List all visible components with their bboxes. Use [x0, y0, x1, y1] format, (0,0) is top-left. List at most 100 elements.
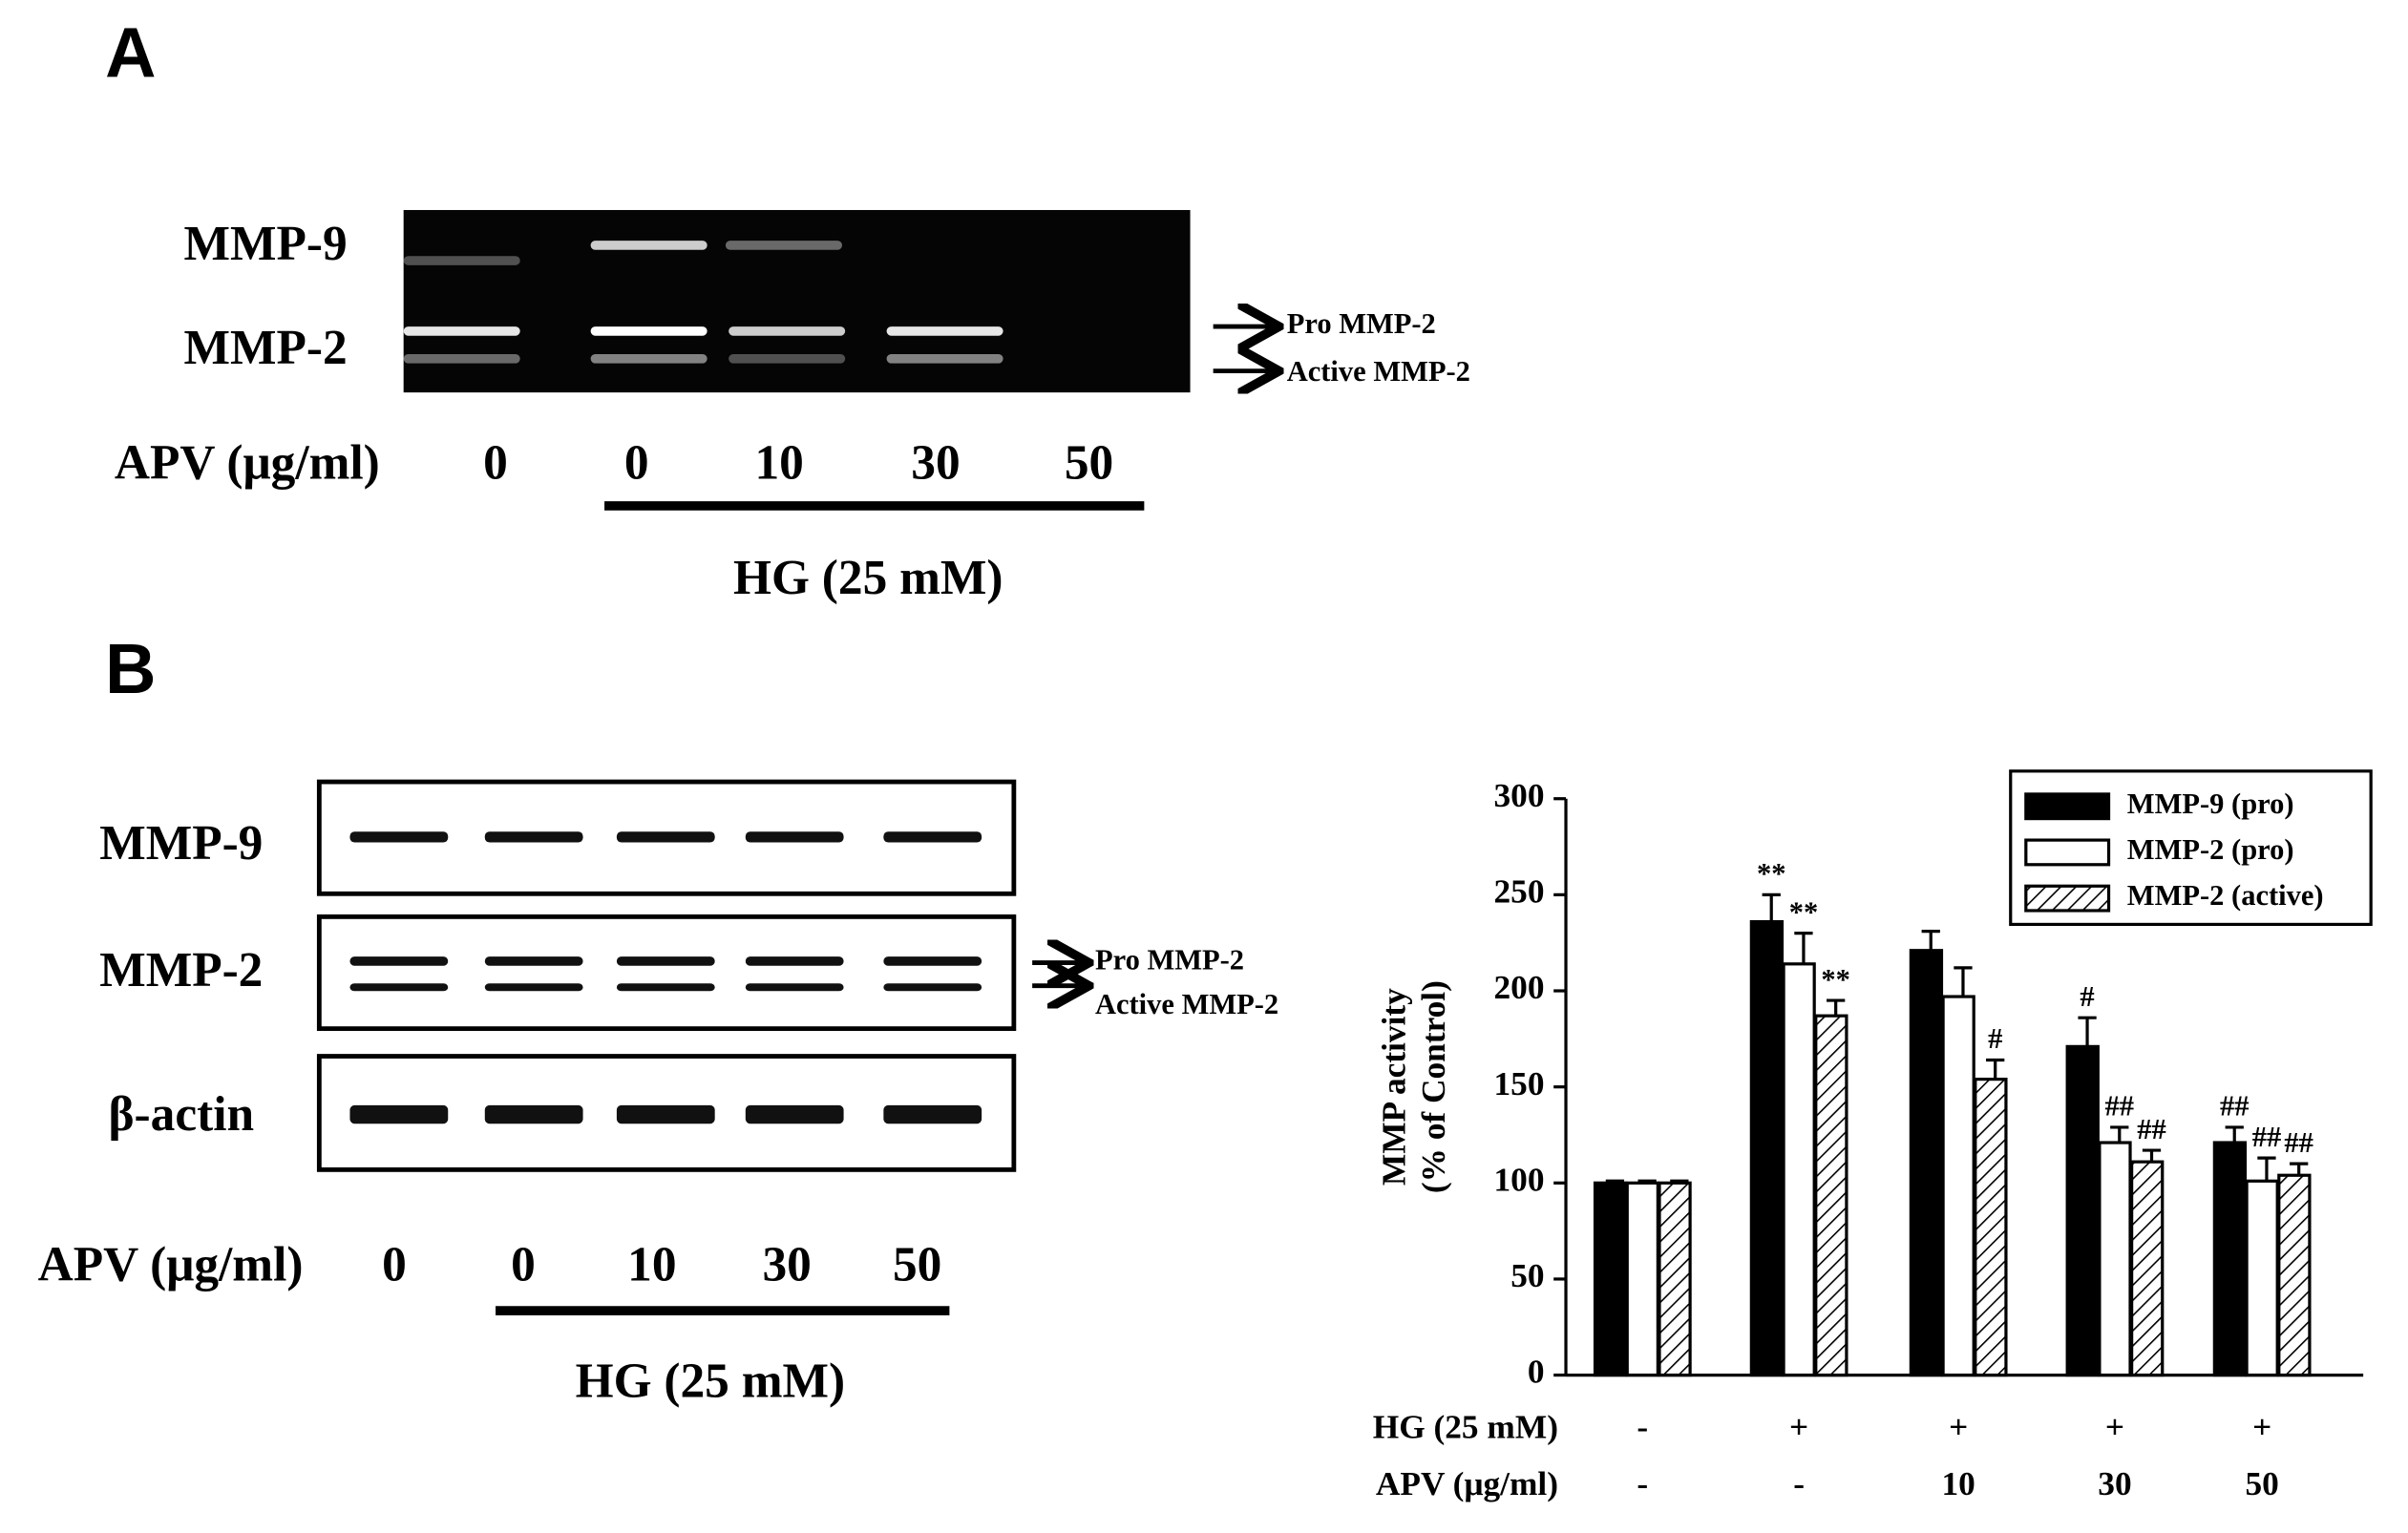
blot-band [616, 1104, 715, 1124]
bar [1814, 1014, 1848, 1377]
blot-box [316, 914, 1017, 1032]
gel-band [403, 326, 520, 336]
gel-band [403, 353, 520, 364]
zymogram [403, 210, 1191, 393]
blot-band [616, 831, 715, 843]
x-tick-label: + [1949, 1409, 1968, 1446]
gel-band [729, 353, 846, 364]
bar [1941, 995, 1975, 1377]
x-tick-label: - [1793, 1465, 1805, 1502]
bar [1974, 1077, 2008, 1377]
lane-label: 0 [483, 436, 508, 491]
y-tick-label: 300 [1494, 777, 1545, 814]
gel-band [403, 256, 520, 265]
y-tick-label: 0 [1528, 1354, 1545, 1391]
blot-band [745, 831, 844, 843]
blot-band [616, 956, 715, 966]
x-tick-label: - [1637, 1409, 1648, 1446]
blot-band [883, 983, 982, 992]
bar [1909, 949, 1944, 1377]
blot-band [745, 1104, 844, 1124]
blot-band [745, 983, 844, 992]
legend-label: MMP-2 (pro) [2127, 833, 2294, 866]
treatment-label: APV (μg/ml) [38, 1238, 304, 1292]
blot-label: MMP-9 [99, 816, 263, 871]
blot-band [616, 983, 715, 992]
lane-label: 0 [382, 1238, 407, 1292]
gel-band [725, 241, 842, 250]
blot-band [349, 983, 449, 992]
legend-label: MMP-9 (pro) [2127, 788, 2294, 820]
blot-band [883, 1104, 982, 1124]
lane-label: 50 [1065, 436, 1113, 491]
x-tick-label: - [1637, 1465, 1648, 1502]
y-axis-label: (% of Control) [1415, 980, 1452, 1193]
panel-label: A [105, 13, 156, 93]
x-tick-label: + [2105, 1409, 2124, 1446]
y-tick-label: 250 [1494, 872, 1545, 910]
significance-label: ** [1789, 895, 1819, 928]
y-axis-label: MMP activity [1375, 988, 1412, 1186]
x-tick-label: 30 [2098, 1465, 2131, 1502]
y-tick-label: 50 [1510, 1257, 1544, 1294]
gel-band [729, 326, 846, 336]
bar [2212, 1141, 2248, 1377]
legend-swatch [2024, 884, 2111, 913]
bar [1782, 962, 1816, 1377]
significance-label: # [1988, 1022, 2002, 1055]
lane-label: 0 [624, 436, 649, 491]
significance-label: ## [2137, 1113, 2166, 1145]
arrow-label: Pro MMP-2 [1095, 944, 1244, 976]
gel-band [590, 241, 708, 250]
blot-band [484, 983, 583, 992]
gel-band [590, 326, 708, 336]
group-label: HG (25 mM) [733, 551, 1003, 605]
blot-band [484, 1104, 583, 1124]
blot-band [349, 1104, 449, 1124]
legend-swatch [2024, 792, 2111, 821]
blot-band [484, 956, 583, 966]
y-tick-label: 200 [1494, 969, 1545, 1006]
bar [2065, 1044, 2100, 1377]
significance-label: ## [2220, 1090, 2250, 1123]
blot-band [349, 831, 449, 843]
legend-swatch [2024, 838, 2111, 867]
blot-label: MMP-2 [99, 943, 263, 998]
bar [2277, 1173, 2312, 1377]
significance-label: # [2080, 980, 2094, 1013]
arrow-label: Pro MMP-2 [1287, 307, 1436, 340]
significance-label: ** [1821, 963, 1850, 996]
arrow-label: Active MMP-2 [1095, 988, 1278, 1020]
lane-label: 0 [511, 1238, 536, 1292]
gel-label: MMP-2 [184, 321, 348, 375]
blot-band [745, 956, 844, 966]
lane-label: 10 [627, 1238, 676, 1292]
lane-label: 30 [911, 436, 960, 491]
blot-band [484, 831, 583, 843]
x-tick-label: 10 [1941, 1465, 1975, 1502]
bar [2098, 1141, 2132, 1377]
bar [1625, 1181, 1659, 1377]
blot-band [349, 956, 449, 966]
significance-label: ## [2252, 1121, 2282, 1153]
x-row-label: APV (μg/ml) [1376, 1465, 1558, 1502]
gel-label: MMP-9 [184, 217, 348, 271]
significance-label: ## [2284, 1126, 2313, 1159]
panel-label: B [105, 629, 156, 708]
arrow-label: Active MMP-2 [1287, 355, 1470, 388]
legend-label: MMP-2 (active) [2127, 879, 2324, 912]
gel-band [886, 326, 1003, 336]
gel-band [886, 353, 1003, 364]
significance-label: ** [1757, 857, 1786, 890]
group-label: HG (25 mM) [576, 1354, 845, 1409]
significance-label: ## [2105, 1090, 2135, 1123]
lane-label: 10 [754, 436, 803, 491]
bar [2130, 1160, 2165, 1377]
x-tick-label: + [1789, 1409, 1808, 1446]
lane-label: 50 [893, 1238, 941, 1292]
bar [1593, 1181, 1628, 1377]
lane-label: 30 [762, 1238, 811, 1292]
bar [1749, 919, 1785, 1377]
gel-band [590, 353, 708, 364]
